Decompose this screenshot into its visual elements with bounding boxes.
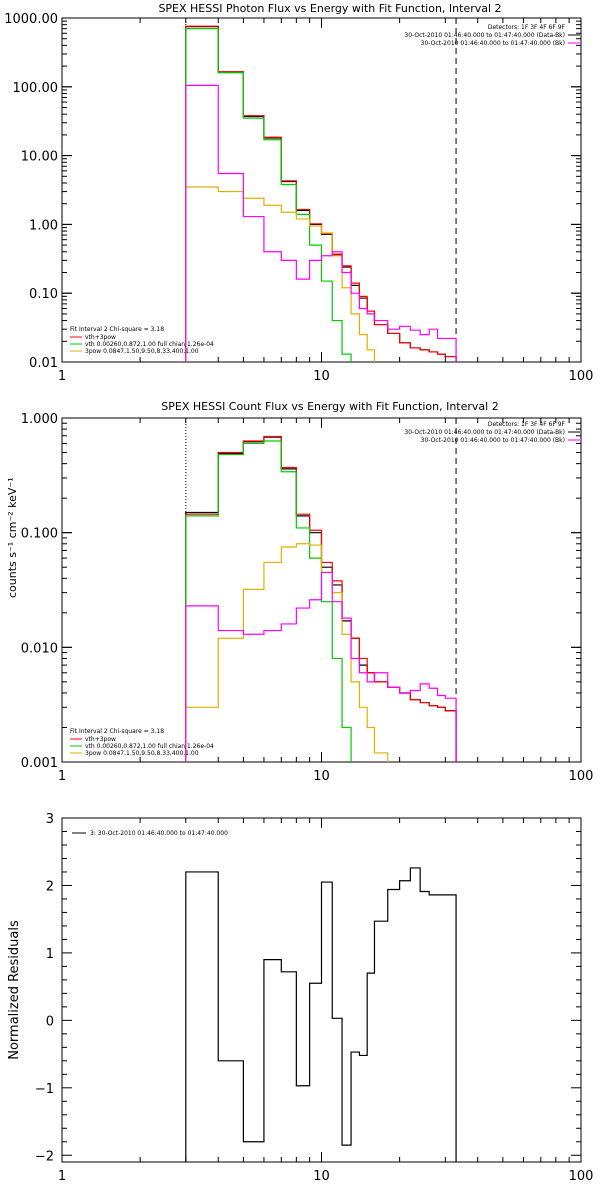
x-tick-label: 1 (58, 1169, 66, 1184)
series-line-2 (185, 440, 352, 762)
count-panel-ylabel: counts s⁻¹ cm⁻² keV⁻¹ (6, 477, 19, 598)
y-tick-label: 0.010 (21, 641, 58, 656)
x-tick-label: 1 (58, 369, 66, 384)
legend-residual: 3: 30-Oct-2010 01:46:40.000 to 01:47:40.… (90, 830, 228, 837)
y-tick-label: 1 (46, 947, 54, 962)
plot-frame (61, 817, 582, 1163)
count-panel-title: SPEX HESSI Count Flux vs Energy with Fit… (161, 400, 498, 413)
series-line-4 (185, 84, 457, 362)
legend-fit-interval: Fit Interval 2 Chi-square = 3.18 (70, 728, 164, 735)
y-tick-label: 1.000 (21, 412, 58, 427)
legend-detectors: Detectors: 1F 3F 4F 6F 9F (488, 24, 566, 31)
legend-data-bk: 30-Oct-2010 01:46:40.000 to 01:47:40.000… (404, 429, 565, 436)
y-tick-label: 0.001 (21, 756, 58, 771)
series-line-3 (185, 186, 376, 362)
legend-3pow: 3pow 0.0847,1.50,9.50,8.33,400,1.00 (85, 348, 199, 355)
series-line-2 (185, 28, 352, 362)
legend-bk: 30-Oct-2010 01:46:40.000 to 01:47:40.000… (421, 437, 565, 444)
series-line-1 (185, 25, 457, 362)
legend-vth: vth 0.00260,0.872,1.00 full chian 1.26e-… (85, 341, 214, 348)
legend-vth3pow: vth+3pow (85, 736, 116, 743)
count-legend-topright: Detectors: 1F 3F 4F 6F 9F 30-Oct-2010 01… (404, 421, 580, 444)
series-line-0 (185, 867, 457, 1162)
plot-frame (61, 17, 582, 363)
plot-area (185, 435, 457, 762)
x-tick-label: 100 (569, 769, 594, 784)
legend-detectors: Detectors: 1F 3F 4F 6F 9F (488, 421, 566, 428)
y-tick-label: 3 (46, 812, 54, 827)
x-tick-label: 10 (313, 1169, 330, 1184)
series-line-0 (185, 25, 457, 362)
legend-vth3pow: vth+3pow (85, 334, 116, 341)
y-tick-label: 1.00 (29, 218, 58, 233)
y-tick-label: 0 (46, 1014, 54, 1029)
y-tick-label: 0.100 (21, 527, 58, 542)
x-tick-label: 100 (569, 369, 594, 384)
photon-panel: 1 10 100 0.01 0.10 1.00 10.00 100.00 1000.00 (4, 12, 594, 384)
legend-bk: 30-Oct-2010 01:46:40.000 to 01:47:40.000… (421, 40, 565, 47)
plot-area (185, 867, 457, 1162)
y-tick-label: 2 (46, 879, 54, 894)
residual-legend: 3: 30-Oct-2010 01:46:40.000 to 01:47:40.… (72, 830, 228, 837)
y-tick-label: 100.00 (13, 81, 59, 96)
y-tick-label: 10.00 (21, 150, 58, 165)
series-line-1 (185, 435, 457, 762)
residuals-panel: 1 10 100 −2 −1 0 1 2 3 (35, 812, 594, 1184)
x-tick-label: 10 (313, 769, 330, 784)
legend-vth: vth 0.00260,0.872,1.00 full chian 1.26e-… (85, 743, 214, 750)
count-panel: 1 10 100 0.001 0.010 0.100 1.000 (21, 412, 594, 784)
photon-panel-title: SPEX HESSI Photon Flux vs Energy with Fi… (158, 2, 501, 15)
legend-3pow: 3pow 0.0847,1.50,9.50,8.33,400,1.00 (85, 750, 199, 757)
legend-fit-interval: Fit Interval 2 Chi-square = 3.18 (70, 326, 164, 333)
residual-panel-ylabel: Normalized Residuals (7, 920, 22, 1060)
x-tick-label: 100 (569, 1169, 594, 1184)
x-tick-label: 10 (313, 369, 330, 384)
photon-legend-bottomleft: Fit Interval 2 Chi-square = 3.18 vth+3po… (70, 326, 214, 355)
y-tick-label: 0.01 (29, 356, 58, 371)
series-line-3 (185, 543, 389, 762)
photon-legend-topright: Detectors: 1F 3F 4F 6F 9F 30-Oct-2010 01… (404, 24, 580, 47)
y-tick-label: −1 (35, 1082, 54, 1097)
y-tick-label: 1000.00 (4, 12, 58, 27)
series-line-0 (185, 436, 457, 762)
legend-data-bk: 30-Oct-2010 01:46:40.000 to 01:47:40.000… (404, 32, 565, 39)
plot-area (185, 25, 457, 362)
y-tick-label: 0.10 (29, 287, 58, 302)
count-legend-bottomleft: Fit Interval 2 Chi-square = 3.18 vth+3po… (70, 728, 214, 757)
y-tick-label: −2 (35, 1149, 54, 1164)
x-tick-label: 1 (58, 769, 66, 784)
series-line-4 (185, 571, 457, 762)
